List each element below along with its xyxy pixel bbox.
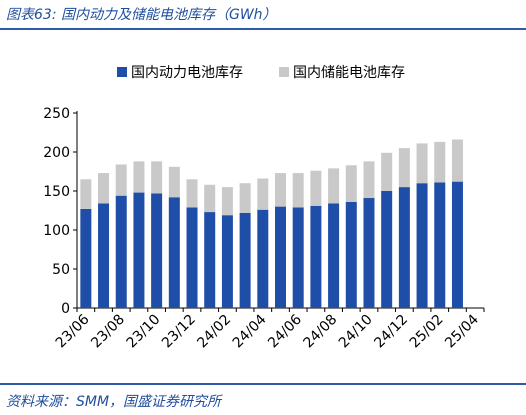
x-tick-label: 25/04: [442, 311, 482, 351]
bar-power-segment: [292, 207, 304, 308]
bar-power-segment: [381, 191, 393, 308]
y-tick-label: 200: [43, 145, 70, 161]
bar-power-segment: [133, 192, 145, 308]
bar-storage-segment: [115, 164, 127, 196]
y-tick-label: 100: [43, 223, 70, 239]
x-tick-label: 25/02: [407, 312, 447, 352]
source-note: 资料来源：SMM，国盛证券研究所: [6, 394, 222, 410]
x-tick-label: 23/08: [88, 312, 128, 352]
bar-power-segment: [416, 183, 428, 308]
bar-power-segment: [275, 206, 286, 308]
bar-power-segment: [239, 212, 251, 308]
x-tick-label: 24/04: [230, 311, 270, 351]
bar-power-segment: [204, 212, 216, 308]
bar-storage-segment: [133, 161, 145, 193]
bar-storage-segment: [434, 141, 446, 183]
x-axis: 23/0623/0823/1023/1224/0224/0424/0624/08…: [53, 307, 485, 352]
x-tick-label: 23/10: [124, 312, 164, 352]
bar-storage-segment: [168, 166, 180, 198]
title-rule: [0, 28, 526, 30]
legend-label-storage: 国内储能电池库存: [293, 65, 405, 81]
bar-storage-segment: [257, 178, 269, 210]
legend-label-power: 国内动力电池库存: [131, 65, 243, 81]
bar-power-segment: [345, 201, 357, 308]
bar-power-segment: [221, 215, 233, 308]
x-tick-label: 24/12: [371, 312, 411, 352]
y-tick-label: 250: [43, 106, 70, 122]
bar-power-segment: [434, 182, 446, 308]
x-tick-label: 24/10: [336, 312, 376, 352]
y-tick-label: 0: [61, 301, 70, 317]
bar-storage-segment: [239, 183, 251, 213]
chart-title: 图表63: 国内动力及储能电池库存（GWh）: [6, 7, 277, 23]
bar-storage-segment: [186, 179, 198, 208]
bar-storage-segment: [204, 184, 216, 213]
bar-storage-segment: [328, 168, 340, 204]
y-tick-label: 50: [52, 262, 70, 278]
bars: [80, 139, 463, 308]
x-tick-label: 23/12: [159, 312, 199, 352]
x-tick-label: 24/06: [265, 311, 305, 351]
bar-power-segment: [98, 203, 110, 308]
bar-storage-segment: [451, 139, 463, 182]
bar-storage-segment: [310, 170, 322, 206]
source-rule: [0, 383, 526, 385]
bar-power-segment: [151, 193, 163, 308]
bar-storage-segment: [345, 165, 357, 202]
bar-power-segment: [168, 197, 180, 308]
y-tick-label: 150: [43, 184, 70, 200]
bar-storage-segment: [292, 173, 304, 208]
legend-swatch-storage: [279, 67, 289, 77]
bar-power-segment: [80, 208, 92, 308]
bar-storage-segment: [416, 143, 428, 184]
legend-swatch-power: [117, 67, 127, 77]
bar-storage-segment: [221, 187, 233, 216]
bar-storage-segment: [80, 179, 92, 209]
legend: 国内动力电池库存 国内储能电池库存: [117, 65, 405, 81]
bar-storage-segment: [151, 161, 163, 194]
bar-power-segment: [257, 209, 269, 308]
y-axis: 0 50 100 150 200 250: [43, 106, 78, 317]
x-tick-label: 24/08: [301, 312, 341, 352]
bar-storage-segment: [363, 161, 375, 199]
bar-storage-segment: [398, 148, 410, 188]
bar-storage-segment: [275, 173, 286, 207]
bar-power-segment: [310, 205, 322, 308]
bar-storage-segment: [98, 173, 110, 204]
x-tick-label: 23/06: [53, 311, 93, 351]
bar-power-segment: [328, 203, 340, 308]
bar-power-segment: [115, 195, 127, 308]
bar-power-segment: [451, 181, 463, 308]
bar-power-segment: [186, 207, 198, 308]
bar-power-segment: [363, 198, 375, 308]
bar-storage-segment: [381, 152, 393, 191]
bar-power-segment: [398, 187, 410, 308]
x-tick-label: 24/02: [194, 312, 234, 352]
